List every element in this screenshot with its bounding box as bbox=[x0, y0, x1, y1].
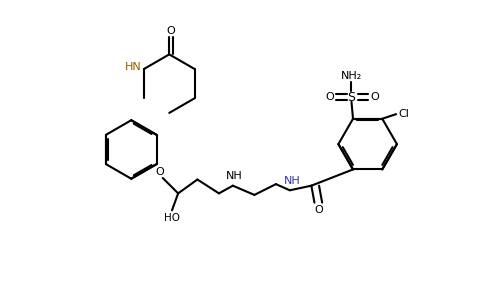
Text: NH: NH bbox=[284, 176, 300, 186]
Text: NH: NH bbox=[226, 171, 243, 181]
Text: O: O bbox=[326, 92, 334, 102]
Text: O: O bbox=[166, 26, 175, 36]
Text: NH₂: NH₂ bbox=[341, 71, 362, 81]
Text: Cl: Cl bbox=[398, 109, 409, 119]
Text: O: O bbox=[370, 92, 379, 102]
Text: HO: HO bbox=[164, 213, 180, 223]
Text: S: S bbox=[348, 91, 356, 104]
Text: O: O bbox=[155, 167, 164, 177]
Text: O: O bbox=[314, 205, 323, 215]
Text: HN: HN bbox=[125, 62, 141, 73]
